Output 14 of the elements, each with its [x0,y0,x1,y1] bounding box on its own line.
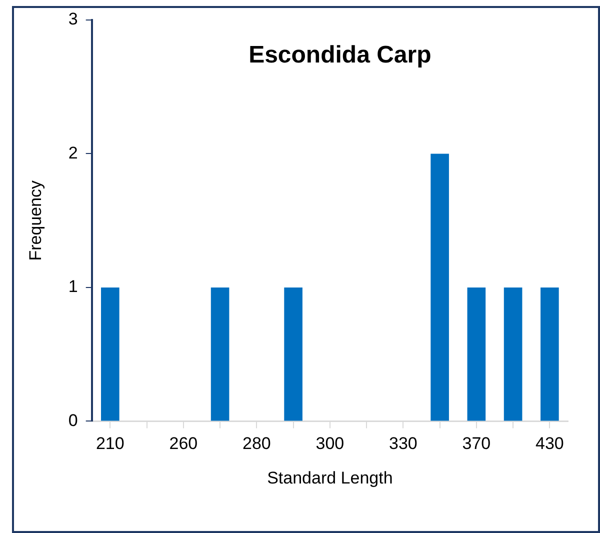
x-tick-label: 210 [96,434,124,454]
text: Escondida Carp [248,42,432,69]
y-tick-label: 0 [68,410,78,430]
x-tick-label: 370 [462,434,491,454]
y-tick-label: 1 [68,277,78,296]
y-tick-label: 3 [68,10,78,29]
x-tick-label: 260 [169,434,198,454]
x-tick-label: 280 [242,434,271,454]
x-tick-label: 330 [388,434,418,454]
x-tick-label: 430 [536,434,564,454]
x-tick-label: 300 [316,434,344,454]
y-tick-label: 2 [68,143,78,162]
x-axis-title: Standard Length [267,468,393,488]
y-axis-title: Frequency [26,180,45,261]
